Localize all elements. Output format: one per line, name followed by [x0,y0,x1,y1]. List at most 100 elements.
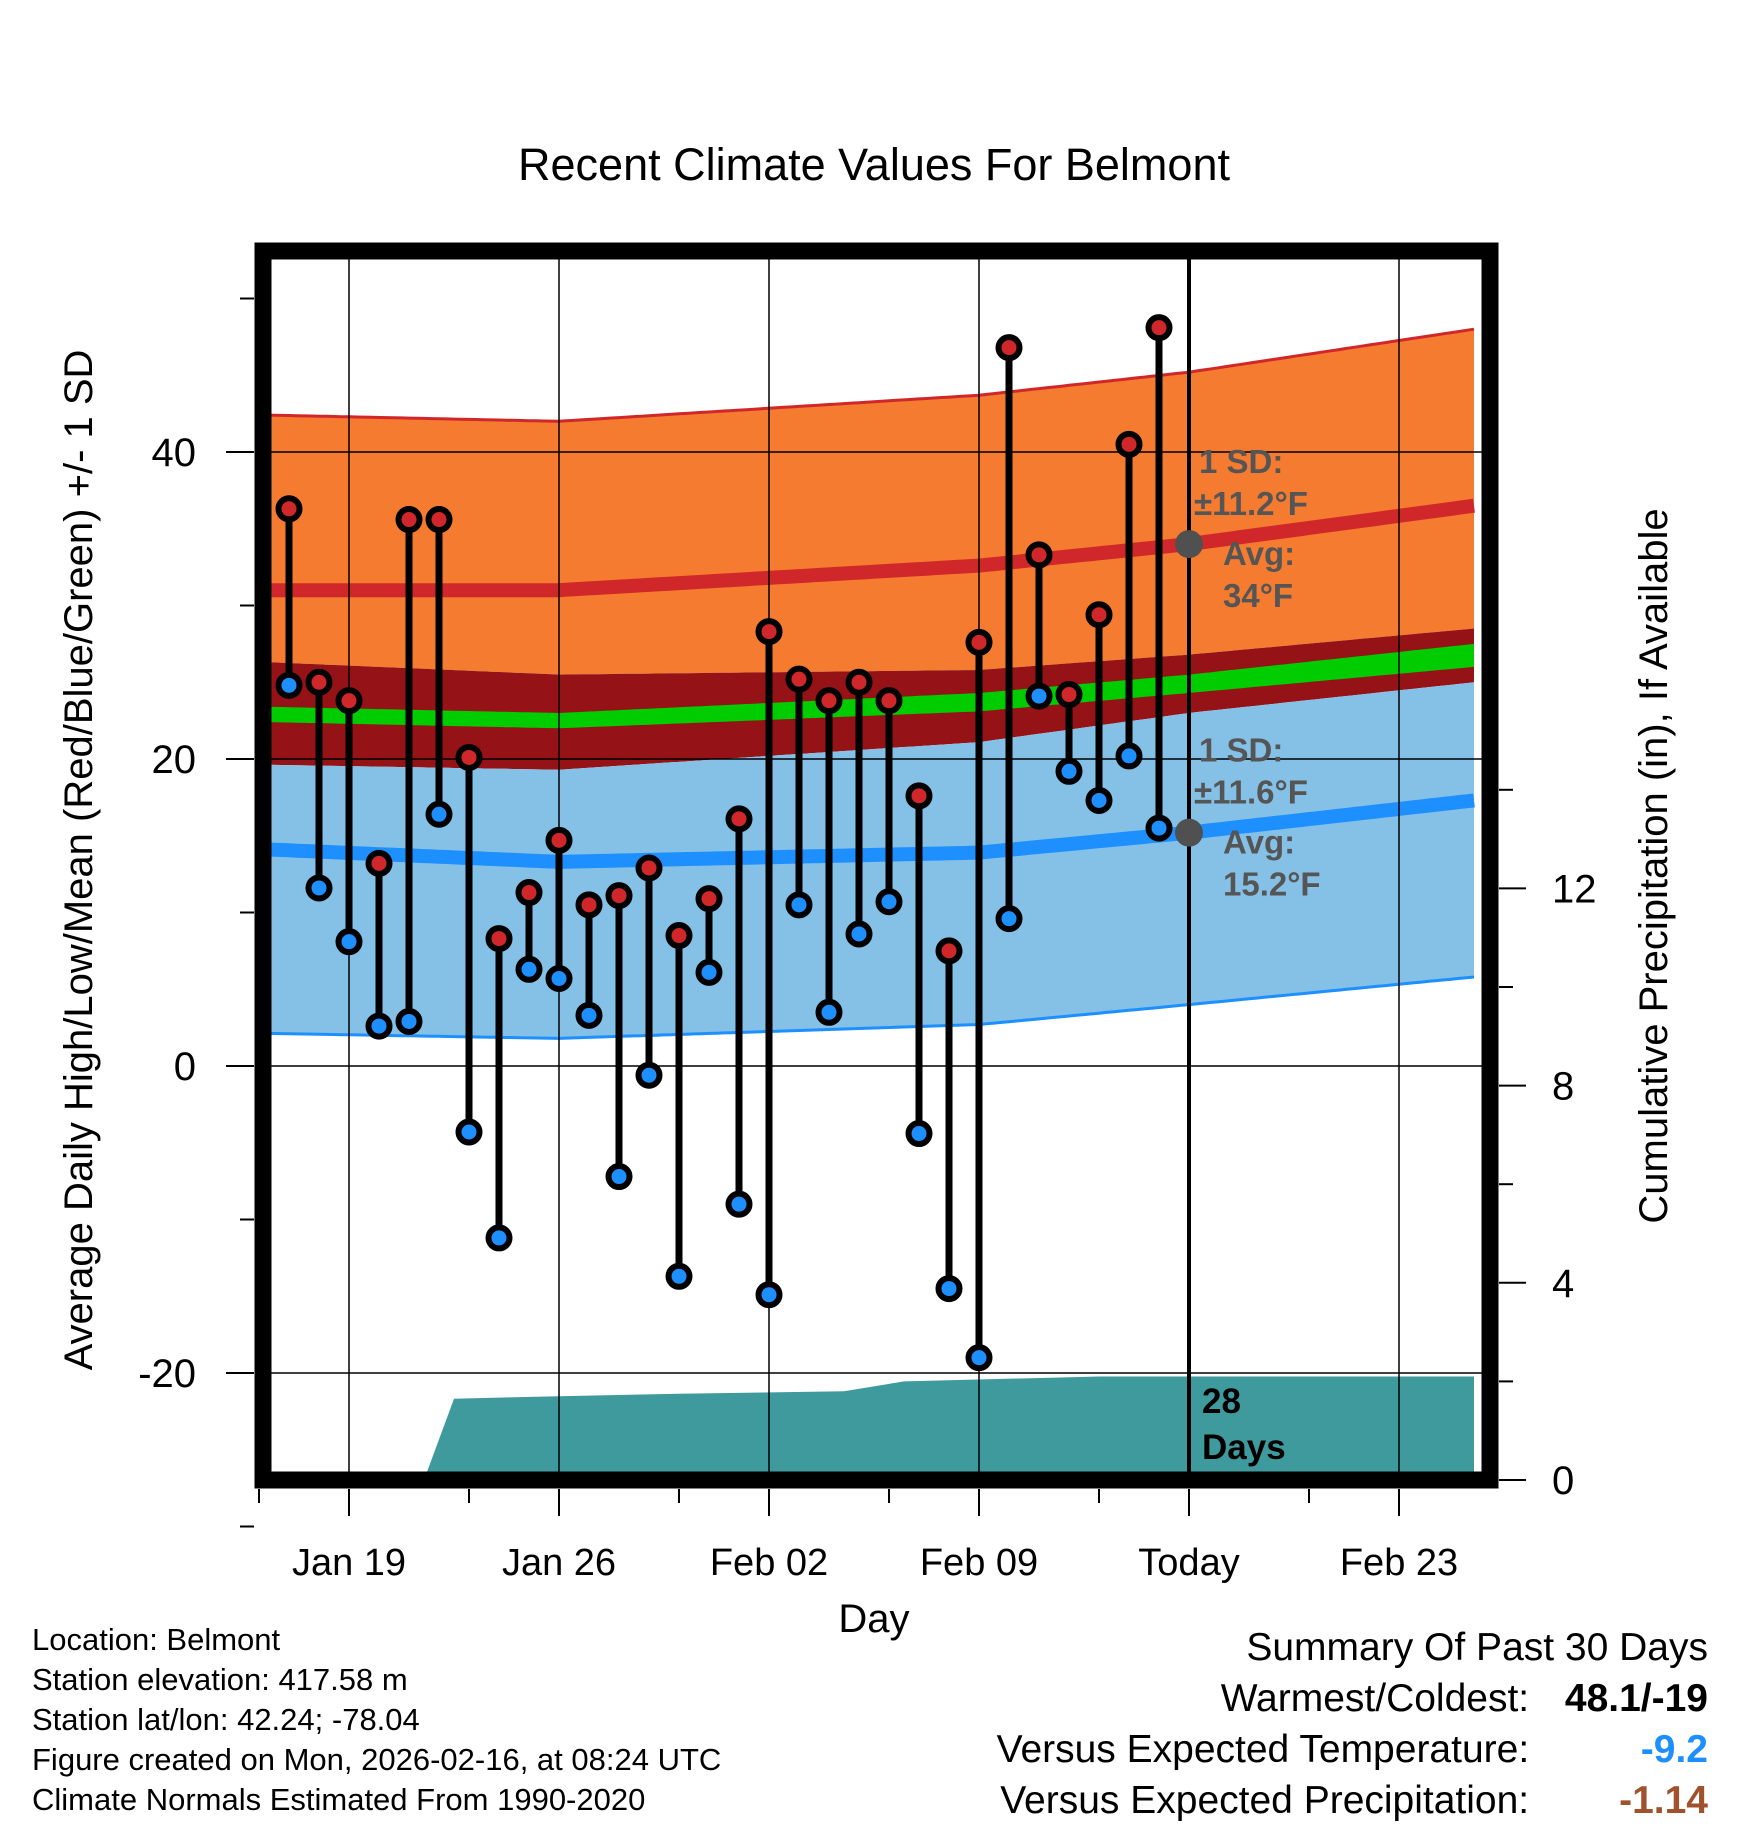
y-tick-label: 0 [174,1045,196,1089]
y-tick-label: 40 [152,431,197,475]
y2-tick-label: 4 [1552,1262,1574,1306]
daily-low-point [395,1007,423,1035]
created-text: Figure created on Mon, 2026-02-16, at 08… [32,1742,722,1777]
daily-low-point [695,958,723,986]
x-tick-label: Feb 23 [1340,1542,1458,1584]
low-lower-sd-line [263,975,1475,1040]
daily-low-point [365,1012,393,1040]
daily-high-point [995,334,1023,362]
daily-low-point [1085,786,1113,814]
plot-frame [254,242,1499,1489]
x-tick-label: Jan 26 [502,1542,616,1584]
daily-low-point [815,998,843,1026]
daily-high-point [305,668,333,696]
latlon-text: Station lat/lon: 42.24; -78.04 [32,1702,420,1737]
daily-low-point [875,888,903,916]
normals-period-text: Climate Normals Estimated From 1990-2020 [32,1782,646,1817]
daily-high-point [1025,541,1053,569]
high-normal-avg-marker [1175,530,1203,559]
daily-high-point [605,882,633,910]
y-tick-label: -20 [138,1352,196,1396]
plot-area [263,251,1490,1480]
daily-high-point [485,925,513,953]
daily-high-point [1115,430,1143,458]
daily-low-point [605,1163,633,1191]
daily-high-point [515,879,543,907]
warmest-coldest-value: 48.1/-19 [1564,1677,1708,1720]
y2-tick-label: 0 [1552,1459,1574,1503]
daily-low-point [635,1061,663,1089]
daily-low-point [1145,814,1173,842]
x-tick-label: Feb 09 [920,1542,1038,1584]
daily-high-point [845,668,873,696]
daily-low-point [1115,742,1143,770]
daily-low-point [1055,757,1083,785]
summary-precipitation: Versus Expected Precipitation: -1.14 [997,1775,1708,1826]
avg-value: 34°F [1223,577,1293,614]
daily-high-point [665,922,693,950]
daily-high-point [725,805,753,833]
x-tick-label: Today [1138,1542,1239,1584]
elevation-text: Station elevation: 417.58 m [32,1662,408,1697]
daily-high-point [785,665,813,693]
mean-normal-band [263,643,1474,729]
daily-low-point [275,671,303,699]
temp-departure-label: Versus Expected Temperature: [996,1728,1530,1771]
daily-high-point [1145,314,1173,342]
x-axis-title: Day [838,1597,909,1641]
location-text: Location: Belmont [32,1622,281,1657]
summary-warmest-coldest: Warmest/Coldest: 48.1/-19 [997,1673,1708,1724]
high-upper-sd-line [263,327,1475,423]
x-tick-label: Jan 19 [292,1542,406,1584]
chart-title: Recent Climate Values For Belmont [518,139,1230,190]
daily-high-point [815,687,843,715]
today-days-label: Days [1202,1428,1286,1467]
daily-high-point [545,826,573,854]
daily-high-point [365,849,393,877]
daily-low-point [305,874,333,902]
daily-high-point [935,937,963,965]
avg-label: Avg: [1223,535,1295,572]
high-normal-annotation: 1 SD: ±11.2°F Avg: 34°F [1175,443,1308,614]
daily-high-point [965,628,993,656]
daily-low-point [485,1224,513,1252]
avg-value: 15.2°F [1223,866,1321,903]
low-normal-avg-marker [1175,818,1203,847]
daily-high-point [425,506,453,534]
daily-low-point [575,1001,603,1029]
daily-low-point [665,1262,693,1290]
daily-low-point [905,1120,933,1148]
low-normal-annotation: 1 SD: ±11.6°F Avg: 15.2°F [1175,732,1321,903]
high-normal-line [263,498,1475,598]
sd-value: ±11.2°F [1194,485,1308,522]
y2-tick-label: 8 [1552,1065,1574,1109]
y-axis-title: Average Daily High/Low/Mean (Red/Blue/Gr… [57,350,101,1371]
daily-high-point [875,687,903,715]
y2-axis-title: Cumulative Precipitation (in), If Availa… [1632,508,1676,1223]
daily-high-point [335,687,363,715]
daily-high-point [635,854,663,882]
daily-high-point [1085,601,1113,629]
summary-heading: Summary Of Past 30 Days [1246,1626,1708,1669]
today-days-number: 28 [1202,1382,1241,1421]
daily-low-point [515,955,543,983]
daily-high-point [905,782,933,810]
daily-high-point [275,495,303,523]
x-tick-label: Feb 02 [710,1542,828,1584]
daily-low-point [755,1281,783,1309]
sd-label: 1 SD: [1199,732,1283,769]
daily-low-point [725,1190,753,1218]
precipitation-area [263,1376,1474,1480]
y-tick-label: 20 [152,738,197,782]
daily-high-point [1055,681,1083,709]
summary-panel: Summary Of Past 30 Days Warmest/Coldest:… [997,1622,1708,1826]
daily-low-point [1025,682,1053,710]
precip-departure-value: -1.14 [1619,1779,1708,1822]
sd-label: 1 SD: [1199,443,1283,480]
daily-low-point [545,965,573,993]
daily-low-point [935,1275,963,1303]
daily-low-point [965,1344,993,1372]
station-info: Location: Belmont Station elevation: 417… [32,1620,721,1820]
daily-low-point [995,905,1023,933]
daily-high-point [755,618,783,646]
